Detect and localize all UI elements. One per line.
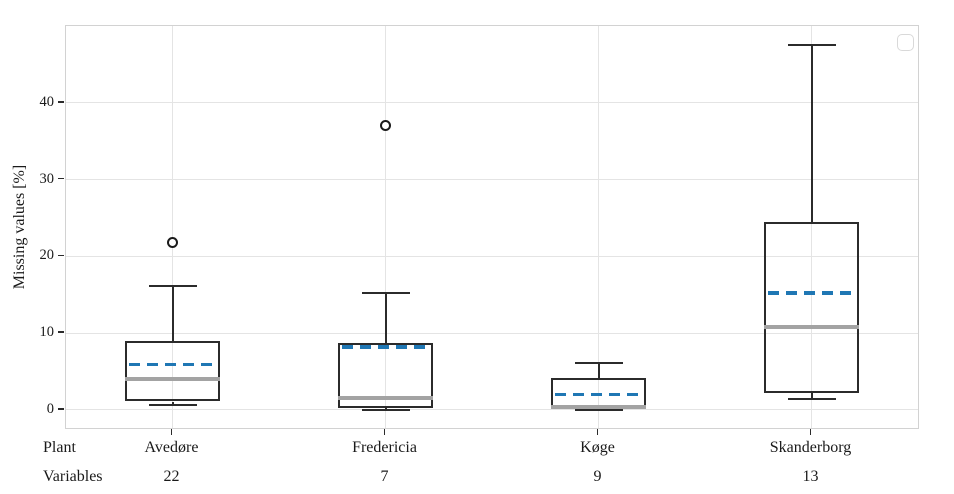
outlier-avedre <box>167 237 178 249</box>
variables-value-avedre: 22 <box>163 468 180 485</box>
box-fredericia <box>338 343 433 408</box>
whisker-cap-upper-kge <box>574 362 623 365</box>
whisker-cap-upper-fredericia <box>361 292 410 295</box>
variables-value-kge: 9 <box>593 468 602 485</box>
whisker-cap-upper-skanderborg <box>787 44 836 47</box>
x-axis-row-label-plant: Plant <box>43 439 76 456</box>
mean-line-skanderborg <box>768 291 855 295</box>
x-tick-avedre <box>170 429 173 435</box>
whisker-upper-avedre <box>171 286 174 341</box>
whisker-cap-lower-skanderborg <box>787 398 836 401</box>
y-tick <box>58 177 64 180</box>
category-label-avedre: Avedøre <box>144 439 199 456</box>
gridline-horizontal <box>66 102 918 104</box>
variables-value-fredericia: 7 <box>380 468 389 485</box>
median-line-fredericia <box>338 396 433 401</box>
whisker-upper-fredericia <box>384 293 387 344</box>
gridline-horizontal <box>66 179 918 181</box>
variables-value-skanderborg: 13 <box>802 468 819 485</box>
y-tick-label: 10 <box>39 324 55 341</box>
gridline-horizontal <box>66 332 918 334</box>
x-tick-skanderborg <box>809 429 812 435</box>
median-line-kge <box>551 404 646 409</box>
category-label-fredericia: Fredericia <box>352 439 417 456</box>
y-tick-label: 30 <box>39 170 55 187</box>
x-axis-row-label-variables: Variables <box>43 468 103 485</box>
median-line-avedre <box>125 377 220 382</box>
plot-area <box>65 25 919 429</box>
whisker-cap-lower-avedre <box>148 404 197 407</box>
mean-line-fredericia <box>342 345 429 349</box>
y-tick <box>58 254 64 257</box>
whisker-lower-skanderborg <box>810 393 813 400</box>
whisker-upper-kge <box>597 363 600 378</box>
category-label-skanderborg: Skanderborg <box>769 439 852 456</box>
legend-box <box>897 34 914 51</box>
x-tick-kge <box>596 429 599 435</box>
whisker-cap-lower-fredericia <box>361 408 410 411</box>
x-tick-fredericia <box>383 429 386 435</box>
y-tick <box>58 408 64 410</box>
y-tick <box>58 101 64 103</box>
y-tick-label: 20 <box>39 247 55 264</box>
whisker-lower-fredericia <box>384 407 387 410</box>
y-tick-label: 40 <box>39 93 55 110</box>
whisker-cap-lower-kge <box>574 408 623 411</box>
whisker-lower-avedre <box>171 401 174 406</box>
gridline-horizontal <box>66 409 918 411</box>
box-avedre <box>125 340 220 402</box>
mean-line-avedre <box>129 362 216 367</box>
whisker-upper-skanderborg <box>810 45 813 222</box>
box-skanderborg <box>764 221 859 394</box>
outlier-fredericia <box>380 120 391 132</box>
y-tick-label: 0 <box>46 400 54 417</box>
gridline-vertical <box>811 26 812 428</box>
gridline-vertical <box>172 26 173 428</box>
gridline-vertical <box>385 26 386 428</box>
gridline-horizontal <box>66 255 918 257</box>
median-line-skanderborg <box>764 325 859 330</box>
whisker-cap-upper-avedre <box>148 285 197 288</box>
mean-line-kge <box>555 392 642 397</box>
y-tick <box>58 331 64 333</box>
y-axis-title: Missing values [%] <box>11 164 28 290</box>
gridline-vertical <box>598 26 599 428</box>
category-label-kge: Køge <box>580 439 615 456</box>
